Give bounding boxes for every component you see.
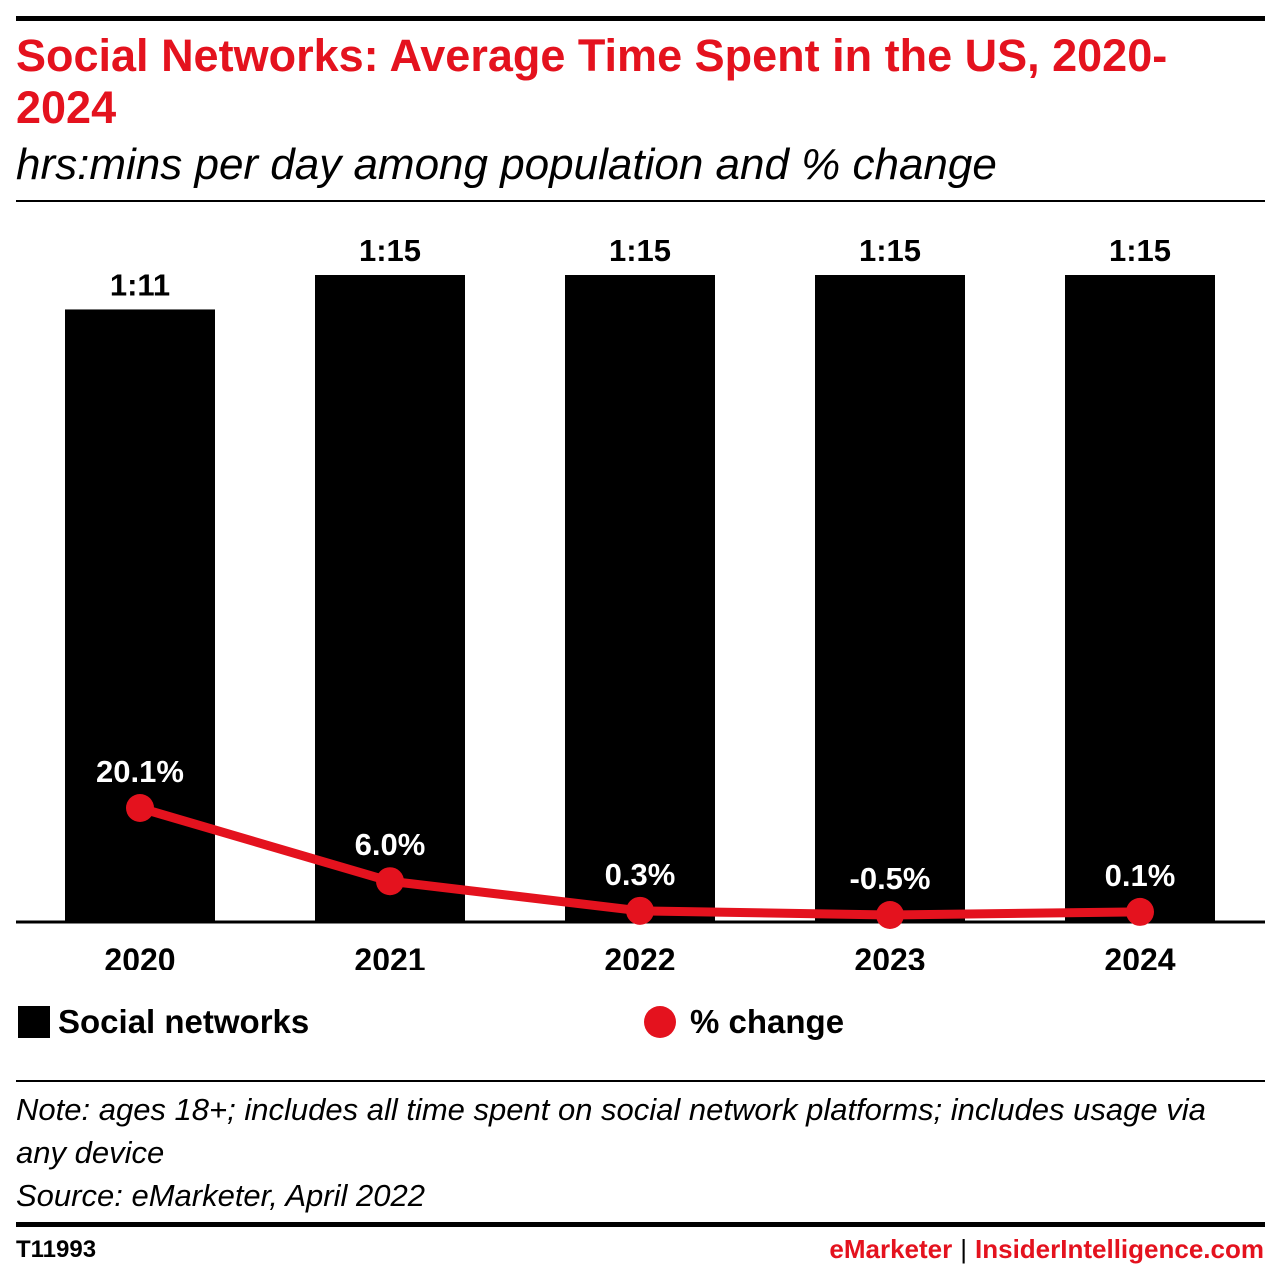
brand-separator: |: [960, 1234, 968, 1264]
bar-value-label-2023: 1:15: [859, 233, 921, 268]
bar-value-label-2020: 1:11: [110, 267, 170, 302]
bar-2020: [65, 309, 215, 921]
pct-change-point-2021: [376, 867, 404, 896]
bar-2021: [315, 275, 465, 921]
chart-area: 1:11 2020 1:15 2021 1:15 2022 1:15 2023 1:15 2024…: [16, 233, 1265, 970]
pct-change-label-2021: 6.0%: [355, 827, 426, 862]
brand-emarketer: eMarketer: [829, 1234, 953, 1264]
bar-value-label-2022: 1:15: [609, 233, 671, 268]
legend-bar-label: Social networks: [58, 1003, 310, 1040]
pct-change-point-2020: [126, 794, 154, 822]
legend-bar-swatch: [18, 1006, 50, 1038]
chart-subtitle: hrs:mins per day among population and % …: [16, 140, 997, 189]
pct-change-label-2020: 20.1%: [96, 754, 184, 789]
note-text: Note: ages 18+; includes all time spent …: [16, 1092, 1206, 1170]
chart-title: Social Networks: Average Time Spent in t…: [16, 30, 1168, 133]
note-rule: [16, 1080, 1265, 1082]
top-rule: [16, 16, 1265, 21]
footer-brand: eMarketer | InsiderIntelligence.com: [829, 1234, 1264, 1265]
bar-2024: [1065, 275, 1215, 921]
pct-change-label-2023: -0.5%: [850, 861, 931, 896]
note-source: Source: eMarketer, April 2022: [16, 1178, 425, 1213]
pct-change-label-2022: 0.3%: [605, 857, 676, 892]
legend-line: % change: [644, 1000, 844, 1044]
bar-value-label-2024: 1:15: [1109, 233, 1171, 268]
x-tick-label-2020: 2020: [104, 942, 175, 970]
legend-bar: Social networks: [18, 1000, 309, 1044]
bar-2023: [815, 275, 965, 921]
pct-change-point-2023: [876, 901, 904, 929]
pct-change-point-2024: [1126, 897, 1154, 926]
x-tick-label-2024: 2024: [1104, 942, 1175, 970]
chart-note: Note: ages 18+; includes all time spent …: [16, 1088, 1256, 1217]
pct-change-point-2022: [626, 896, 654, 925]
brand-insider-intelligence: InsiderIntelligence.com: [975, 1234, 1264, 1264]
x-tick-label-2021: 2021: [354, 942, 425, 970]
legend-line-label: % change: [690, 1003, 845, 1040]
chart-id: T11993: [16, 1236, 97, 1263]
x-tick-label-2022: 2022: [604, 942, 675, 970]
bar-2022: [565, 275, 715, 921]
subtitle-rule: [16, 200, 1265, 202]
legend-line-swatch: [644, 1006, 676, 1038]
pct-change-label-2024: 0.1%: [1105, 858, 1176, 893]
bottom-rule: [16, 1222, 1265, 1227]
bar-value-label-2021: 1:15: [359, 233, 421, 268]
x-tick-label-2023: 2023: [854, 942, 925, 970]
